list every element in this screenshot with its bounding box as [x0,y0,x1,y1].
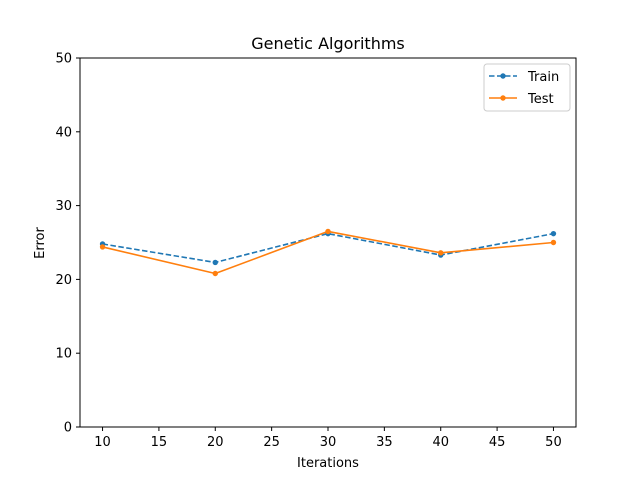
x-axis-ticks: 10 15 20 25 30 35 40 45 50 [94,427,562,450]
data-point-train [212,259,218,266]
legend: Train Test [483,63,571,112]
x-tick-label: 50 [545,435,562,450]
x-tick-label: 30 [320,435,337,450]
plot-area: 10 15 20 25 30 35 40 45 50 0 10 20 30 40 50 [55,52,577,450]
y-axis-label: Error [33,227,48,259]
data-point-train [550,230,557,237]
series-test [99,228,557,277]
legend-label-test: Test [527,92,554,107]
legend-marker-train [500,73,506,79]
data-point-test [438,250,444,256]
data-point-test [325,228,331,235]
legend-entries: Train Test [489,70,559,107]
legend-entry-test: Test [489,92,554,107]
x-tick-label: 45 [489,435,506,450]
x-tick-label: 35 [376,435,393,450]
series-line-train [102,232,554,264]
y-tick-label: 10 [55,347,72,362]
x-tick-label: 40 [432,435,449,450]
x-tick-label: 25 [263,435,280,450]
series-layer [99,228,557,277]
chart-title: Genetic Algorithms [251,34,405,53]
plot-frame [79,57,577,428]
data-point-test [212,270,218,277]
data-point-test [99,244,106,250]
x-tick-label: 15 [151,435,168,450]
y-tick-label: 40 [55,125,72,140]
data-point-test [550,239,557,246]
x-axis-label: Iterations [297,456,359,471]
x-tick-label: 10 [94,435,111,450]
legend-marker-test [500,95,506,101]
series-line-test [102,230,554,275]
y-tick-label: 30 [55,199,72,214]
legend-entry-train: Train [489,70,559,85]
y-axis-ticks: 0 10 20 30 40 50 [55,52,80,436]
y-tick-label: 0 [64,421,72,436]
x-tick-label: 20 [207,435,224,450]
legend-label-train: Train [527,70,559,85]
y-tick-label: 50 [55,52,72,67]
y-tick-label: 20 [55,273,72,288]
